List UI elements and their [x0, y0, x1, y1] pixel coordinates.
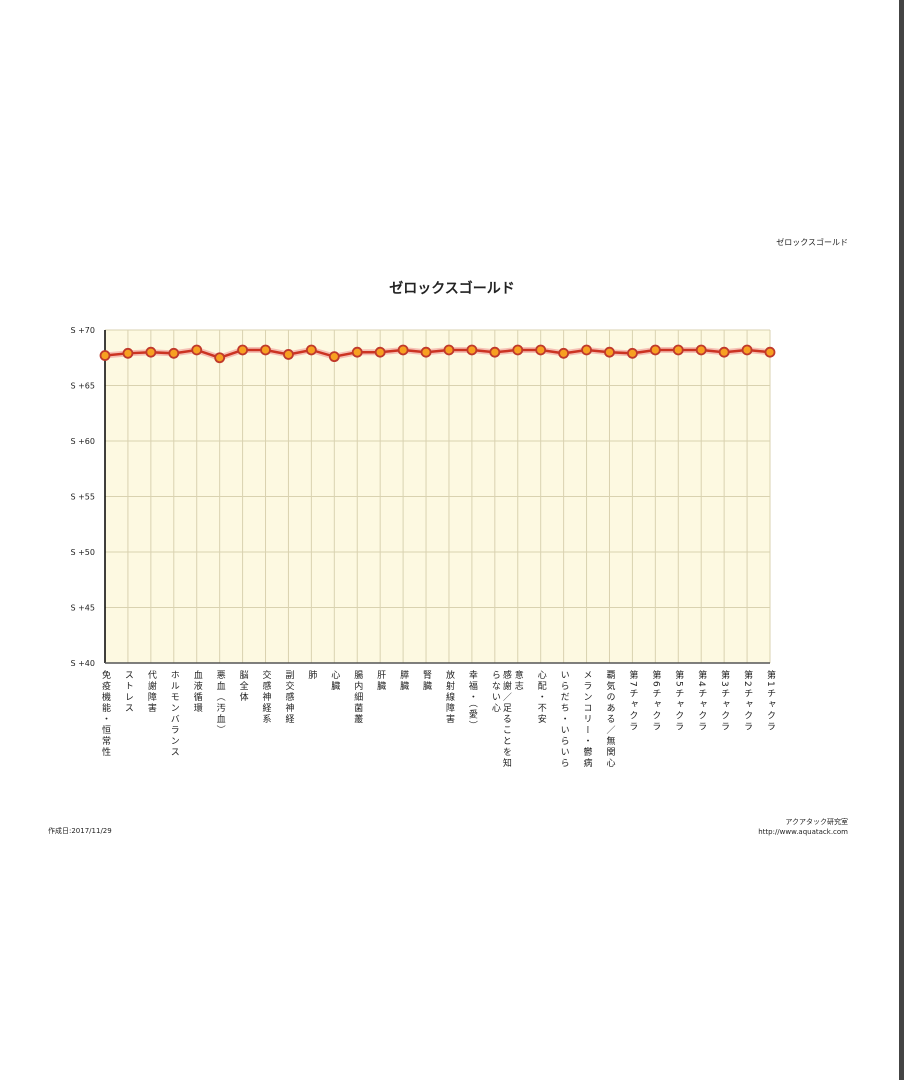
- y-tick-label: S +40: [70, 659, 95, 668]
- x-tick-label: 代謝障害: [145, 670, 156, 714]
- y-tick-label: S +45: [70, 604, 95, 613]
- x-tick-label: ホルモンバランス: [168, 670, 179, 758]
- x-tick-label: 第1チャクラ: [765, 670, 775, 733]
- org-name: アクアタック研究室: [785, 818, 848, 826]
- x-tick-label: 膵臓: [398, 670, 409, 692]
- data-point: [351, 346, 363, 358]
- data-point: [558, 347, 570, 359]
- x-tick-label: 肝臓: [375, 670, 386, 692]
- data-point: [122, 347, 134, 359]
- data-point: [512, 344, 524, 356]
- x-tick-label: 副交感神経: [283, 670, 294, 725]
- data-point: [764, 346, 776, 358]
- x-tick-label: ストレス: [122, 670, 133, 714]
- data-point: [214, 352, 226, 364]
- data-point: [489, 346, 501, 358]
- x-tick-label: 第6チャクラ: [650, 670, 661, 733]
- window-edge: [899, 0, 904, 1080]
- data-point: [741, 344, 753, 356]
- y-tick-label: S +70: [70, 326, 95, 335]
- org-url[interactable]: http://www.aquatack.com: [758, 828, 848, 836]
- data-point: [420, 346, 432, 358]
- created-date: 作成日:2017/11/29: [48, 827, 112, 835]
- x-tick-label: 感謝／足ることを知らない心: [489, 670, 511, 769]
- x-tick-label: 血液循環: [191, 670, 202, 714]
- x-tick-label: 第7チャクラ: [627, 670, 638, 733]
- x-tick-label: 肺: [306, 670, 317, 681]
- data-point: [168, 347, 180, 359]
- x-tick-label: 交感神経系: [260, 670, 271, 725]
- x-tick-label: いらだち・いらいら: [558, 670, 569, 769]
- data-point: [328, 351, 340, 363]
- x-tick-label: メランコリー・鬱病: [581, 670, 592, 769]
- x-tick-label: 心臓: [329, 670, 340, 692]
- y-tick-label: S +65: [70, 382, 95, 391]
- x-tick-label: 第2チャクラ: [742, 670, 753, 733]
- data-point: [672, 344, 684, 356]
- header-label: ゼロックスゴールド: [776, 238, 848, 247]
- x-tick-label: 腎臓: [421, 670, 432, 692]
- x-tick-label: 放射線障害: [443, 670, 454, 725]
- x-tick-label: 腸内細菌叢: [352, 670, 363, 725]
- data-point: [191, 344, 203, 356]
- data-point: [695, 344, 707, 356]
- data-point: [443, 344, 455, 356]
- data-point: [627, 347, 638, 359]
- y-tick-label: S +55: [70, 493, 95, 502]
- y-tick-label: S +50: [70, 548, 95, 557]
- x-tick-label: 第3チャクラ: [719, 670, 730, 733]
- data-point: [466, 344, 478, 356]
- data-point: [535, 344, 547, 356]
- chart-title: ゼロックスゴールド: [389, 281, 515, 297]
- data-point: [305, 344, 317, 356]
- footer-credit: アクアタック研究室 http://www.aquatack.com: [758, 817, 848, 837]
- data-point: [718, 346, 730, 358]
- x-tick-label: 覇気のある／無関心: [604, 670, 615, 769]
- data-point: [649, 344, 661, 356]
- x-tick-label: 免疫機能・恒常性: [100, 670, 110, 758]
- data-point: [237, 344, 248, 356]
- data-point: [145, 346, 157, 358]
- data-point: [581, 344, 592, 356]
- data-point: [99, 350, 111, 361]
- data-point: [374, 346, 386, 358]
- x-tick-label: 第4チャクラ: [696, 670, 707, 733]
- x-tick-label: 意志: [512, 670, 523, 692]
- x-tick-label: 悪血（汚血）: [214, 670, 225, 736]
- x-tick-label: 心配・不安: [535, 670, 546, 725]
- data-point: [283, 349, 294, 360]
- x-tick-label: 幸福・（愛）: [466, 670, 477, 732]
- data-point: [260, 344, 271, 356]
- x-tick-label: 脳全体: [237, 670, 248, 703]
- x-tick-label: 第5チャクラ: [673, 670, 684, 733]
- data-point: [604, 346, 615, 358]
- data-point: [397, 344, 409, 356]
- y-tick-label: S +60: [70, 437, 95, 446]
